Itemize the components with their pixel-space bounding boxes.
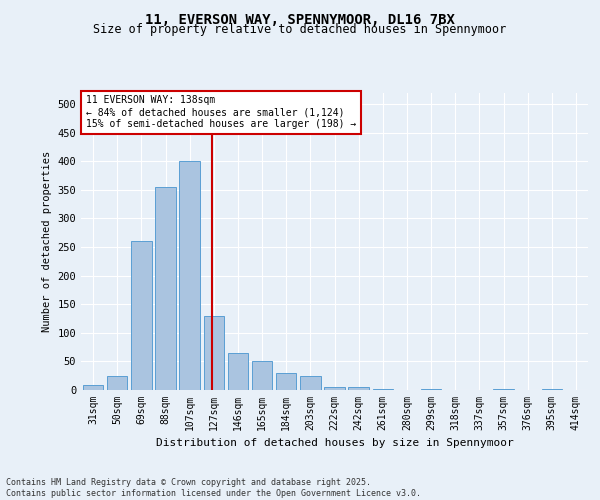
- Bar: [324, 387, 345, 390]
- Bar: [349, 387, 369, 390]
- X-axis label: Distribution of detached houses by size in Spennymoor: Distribution of detached houses by size …: [155, 438, 514, 448]
- Bar: [276, 373, 296, 390]
- Text: 11, EVERSON WAY, SPENNYMOOR, DL16 7BX: 11, EVERSON WAY, SPENNYMOOR, DL16 7BX: [145, 12, 455, 26]
- Bar: [83, 386, 103, 390]
- Bar: [155, 187, 176, 390]
- Y-axis label: Number of detached properties: Number of detached properties: [42, 150, 52, 332]
- Bar: [203, 316, 224, 390]
- Bar: [421, 389, 442, 390]
- Text: 11 EVERSON WAY: 138sqm
← 84% of detached houses are smaller (1,124)
15% of semi-: 11 EVERSON WAY: 138sqm ← 84% of detached…: [86, 96, 356, 128]
- Bar: [131, 242, 152, 390]
- Text: Size of property relative to detached houses in Spennymoor: Size of property relative to detached ho…: [94, 22, 506, 36]
- Bar: [227, 353, 248, 390]
- Bar: [252, 362, 272, 390]
- Bar: [179, 161, 200, 390]
- Bar: [107, 376, 127, 390]
- Text: Contains HM Land Registry data © Crown copyright and database right 2025.
Contai: Contains HM Land Registry data © Crown c…: [6, 478, 421, 498]
- Bar: [300, 376, 320, 390]
